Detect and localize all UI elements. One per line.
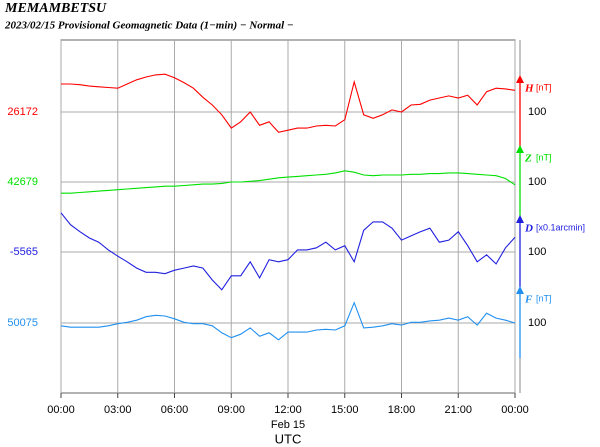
- x-tick-label: 00:00: [47, 404, 75, 416]
- data-line: [60, 212, 516, 291]
- x-tick-label: 15:00: [331, 404, 359, 416]
- chart-subtitle: 2023/02/15 Provisional Geomagnetic Data …: [4, 20, 294, 32]
- x-tick-label: 00:00: [501, 404, 529, 416]
- chart-title: MEMAMBETSU: [4, 1, 107, 16]
- series-unit: [nT]: [536, 152, 552, 162]
- scale-label: 100: [528, 317, 546, 329]
- scale-arrow: [516, 145, 524, 153]
- reference-label: 50075: [7, 317, 38, 329]
- data-line: [61, 170, 516, 194]
- scale-label: 100: [528, 106, 546, 118]
- series-name: Z: [524, 153, 532, 165]
- scale-arrow: [516, 75, 524, 83]
- series-unit: [nT]: [536, 293, 552, 303]
- scale-arrow: [516, 286, 524, 294]
- series-unit: [nT]: [536, 82, 552, 92]
- data-line: [60, 301, 516, 341]
- x-tick-label: 21:00: [444, 404, 472, 416]
- series-name: F: [524, 294, 533, 306]
- x-tick-label: 09:00: [217, 404, 245, 416]
- reference-label: 26172: [7, 106, 38, 118]
- scale-label: 100: [528, 176, 546, 188]
- series-name: H: [524, 83, 534, 95]
- x-axis-label: UTC: [275, 431, 302, 446]
- series-name: D: [524, 223, 533, 235]
- x-date-label: Feb 15: [271, 419, 305, 431]
- x-tick-label: 03:00: [104, 404, 132, 416]
- scale-arrow: [516, 215, 524, 223]
- reference-label: -5565: [10, 246, 38, 258]
- x-tick-label: 18:00: [388, 404, 416, 416]
- x-tick-label: 06:00: [161, 404, 189, 416]
- reference-label: 42679: [7, 176, 38, 188]
- data-line: [61, 73, 516, 133]
- series-unit: [x0.1arcmin]: [536, 222, 585, 232]
- scale-label: 100: [528, 246, 546, 258]
- x-tick-label: 12:00: [274, 404, 302, 416]
